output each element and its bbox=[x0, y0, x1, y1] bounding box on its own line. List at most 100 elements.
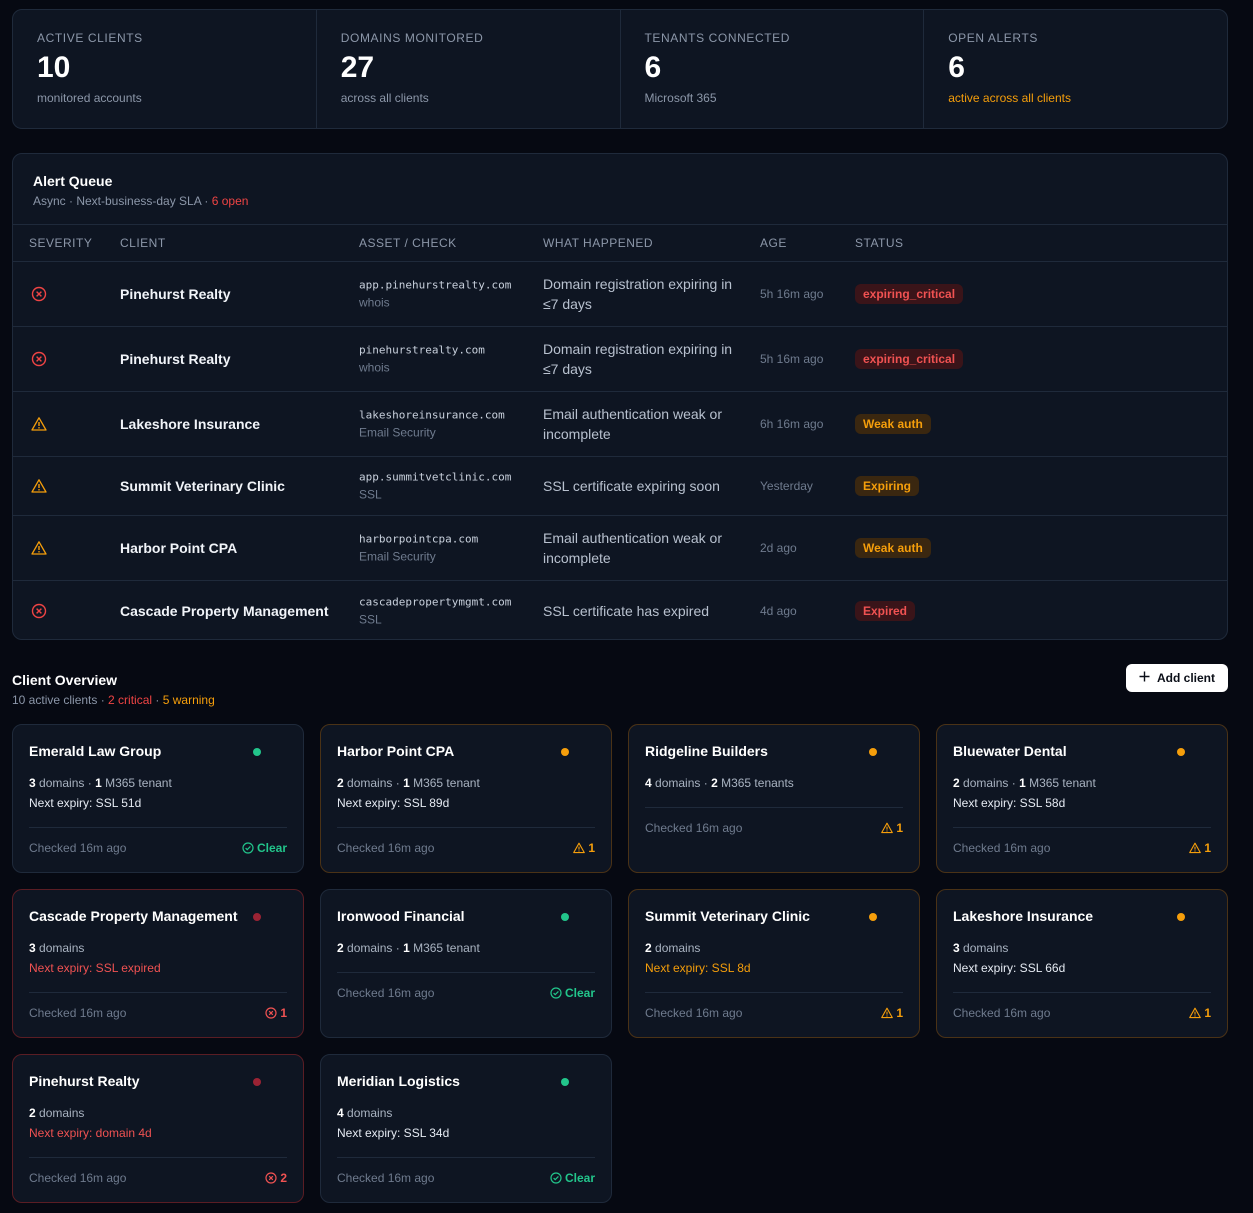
column-header-client[interactable]: CLIENT bbox=[120, 236, 166, 250]
badge-label: 1 bbox=[896, 1006, 903, 1020]
column-header-age[interactable]: AGE bbox=[760, 236, 787, 250]
domain-count: 4 bbox=[645, 776, 652, 790]
alert-asset: app.summitvetclinic.com SSL bbox=[359, 471, 511, 502]
alert-client[interactable]: Summit Veterinary Clinic bbox=[120, 478, 285, 494]
stat-open-alerts: OPEN ALERTS 6 active across all clients bbox=[924, 10, 1227, 128]
client-card[interactable]: Harbor Point CPA 2 domains · 1 M365 tenan… bbox=[320, 724, 612, 873]
badge-label: Clear bbox=[564, 1171, 595, 1185]
status-dot bbox=[869, 913, 877, 921]
last-checked: Checked 16m ago bbox=[29, 1171, 127, 1185]
client-card[interactable]: Meridian Logistics 4 domains Next expiry: … bbox=[320, 1054, 612, 1203]
alert-badge[interactable]: 1 bbox=[265, 1006, 287, 1020]
card-divider bbox=[337, 972, 595, 973]
client-card[interactable]: Summit Veterinary Clinic 2 domains Next ex… bbox=[628, 889, 920, 1038]
tenant-label: M365 tenant bbox=[1025, 776, 1096, 790]
client-card[interactable]: Ridgeline Builders 4 domains · 2 M365 ten… bbox=[628, 724, 920, 873]
client-card[interactable]: Lakeshore Insurance 3 domains Next expiry:… bbox=[936, 889, 1228, 1038]
alert-client[interactable]: Lakeshore Insurance bbox=[120, 416, 261, 432]
add-client-button[interactable]: Add client bbox=[1126, 664, 1228, 692]
domain-count: 3 bbox=[953, 941, 960, 955]
asset-name[interactable]: app.pinehurstrealty.com bbox=[359, 278, 512, 292]
client-card[interactable]: Cascade Property Management 3 domains Next… bbox=[12, 889, 304, 1038]
client-card[interactable]: Ironwood Financial 2 domains · 1 M365 ten… bbox=[320, 889, 612, 1038]
last-checked: Checked 16m ago bbox=[645, 821, 743, 835]
badge-label: 1 bbox=[896, 821, 903, 835]
badge-label: Clear bbox=[256, 841, 287, 855]
client-name: Bluewater Dental bbox=[953, 743, 1067, 759]
asset-name[interactable]: harborpointcpa.com bbox=[359, 532, 479, 546]
alert-badge[interactable]: 1 bbox=[881, 1006, 903, 1020]
last-checked: Checked 16m ago bbox=[337, 841, 435, 855]
alert-row[interactable]: Pinehurst Realty app.pinehurstrealty.com w… bbox=[13, 262, 1227, 327]
alert-age: 4d ago bbox=[760, 603, 797, 618]
client-card[interactable]: Emerald Law Group 3 domains · 1 M365 tena… bbox=[12, 724, 304, 873]
last-checked: Checked 16m ago bbox=[953, 1006, 1051, 1020]
asset-name[interactable]: lakeshoreinsurance.com bbox=[359, 408, 505, 422]
alert-status: Expired bbox=[855, 600, 916, 621]
stat-value: 6 bbox=[644, 51, 662, 84]
warning-triangle-icon bbox=[573, 842, 586, 854]
last-checked: Checked 16m ago bbox=[337, 986, 435, 1000]
client-assets: 3 domains · 1 M365 tenant bbox=[29, 776, 172, 790]
client-assets: 2 domains · 1 M365 tenant bbox=[337, 776, 480, 790]
status-badge: Weak auth bbox=[855, 414, 931, 434]
status-dot bbox=[869, 748, 877, 756]
card-divider bbox=[29, 992, 287, 993]
plus-icon bbox=[1139, 671, 1150, 685]
alert-queue-panel: Alert Queue Async · Next-business-day SL… bbox=[12, 153, 1228, 640]
domain-label: domains bbox=[959, 776, 1009, 790]
column-header-status[interactable]: STATUS bbox=[855, 236, 904, 250]
last-checked: Checked 16m ago bbox=[29, 841, 127, 855]
alert-badge[interactable]: Clear bbox=[550, 1171, 595, 1185]
card-divider bbox=[337, 1157, 595, 1158]
alert-asset: app.pinehurstrealty.com whois bbox=[359, 279, 511, 310]
badge-label: 1 bbox=[1204, 1006, 1211, 1020]
column-header-severity[interactable]: SEVERITY bbox=[29, 236, 93, 250]
alert-row[interactable]: Lakeshore Insurance lakeshoreinsurance.co… bbox=[13, 392, 1227, 457]
alert-client[interactable]: Harbor Point CPA bbox=[120, 540, 238, 556]
alert-badge[interactable]: 1 bbox=[881, 821, 903, 835]
alert-badge[interactable]: Clear bbox=[242, 841, 287, 855]
badge-label: 1 bbox=[588, 841, 595, 855]
status-dot bbox=[561, 913, 569, 921]
column-header-asset[interactable]: ASSET / CHECK bbox=[359, 236, 457, 250]
tenant-label: M365 tenants bbox=[717, 776, 794, 790]
client-card[interactable]: Bluewater Dental 2 domains · 1 M365 tenan… bbox=[936, 724, 1228, 873]
alert-row[interactable]: Summit Veterinary Clinic app.summitvetcli… bbox=[13, 457, 1227, 516]
add-client-label: Add client bbox=[1156, 671, 1215, 685]
domain-label: domains bbox=[651, 941, 701, 955]
alert-client[interactable]: Cascade Property Management bbox=[120, 602, 329, 619]
alert-description: SSL certificate has expired bbox=[543, 602, 710, 619]
tenant-count: 2 bbox=[711, 776, 718, 790]
alert-badge[interactable]: 1 bbox=[1189, 1006, 1211, 1020]
asset-name[interactable]: cascadepropertymgmt.com bbox=[359, 595, 512, 608]
asset-check: whois bbox=[359, 295, 390, 310]
domain-count: 2 bbox=[337, 941, 344, 955]
alert-badge[interactable]: 1 bbox=[573, 841, 595, 855]
stat-value: 6 bbox=[948, 51, 965, 84]
x-circle-icon bbox=[265, 1007, 277, 1019]
card-divider bbox=[953, 827, 1211, 828]
alert-row[interactable]: Cascade Property Management cascadeproper… bbox=[13, 581, 1227, 639]
alert-row[interactable]: Harbor Point CPA harborpointcpa.com Email … bbox=[13, 516, 1227, 581]
alert-description: Email authentication weak or incomplete bbox=[543, 530, 722, 566]
warning-triangle-icon bbox=[31, 478, 47, 494]
separator: · bbox=[84, 776, 96, 790]
alert-table-body: Pinehurst Realty app.pinehurstrealty.com w… bbox=[13, 262, 1227, 639]
tenant-count: 1 bbox=[95, 776, 102, 790]
alert-client[interactable]: Pinehurst Realty bbox=[120, 351, 231, 367]
client-overview-subtitle: 10 active clients · 2 critical · 5 warni… bbox=[12, 693, 215, 707]
client-card[interactable]: Pinehurst Realty 2 domains Next expiry: do… bbox=[12, 1054, 304, 1203]
last-checked: Checked 16m ago bbox=[337, 1171, 435, 1185]
alert-badge[interactable]: 1 bbox=[1189, 841, 1211, 855]
alert-row[interactable]: Pinehurst Realty pinehurstrealty.com whois… bbox=[13, 327, 1227, 392]
asset-name[interactable]: pinehurstrealty.com bbox=[359, 343, 485, 357]
card-divider bbox=[337, 827, 595, 828]
alert-badge[interactable]: 2 bbox=[265, 1171, 287, 1185]
alert-client[interactable]: Pinehurst Realty bbox=[120, 286, 231, 302]
last-checked: Checked 16m ago bbox=[953, 841, 1051, 855]
asset-name[interactable]: app.summitvetclinic.com bbox=[359, 470, 512, 484]
column-header-what[interactable]: WHAT HAPPENED bbox=[543, 236, 654, 250]
client-name: Ironwood Financial bbox=[337, 908, 465, 924]
alert-badge[interactable]: Clear bbox=[550, 986, 595, 1000]
